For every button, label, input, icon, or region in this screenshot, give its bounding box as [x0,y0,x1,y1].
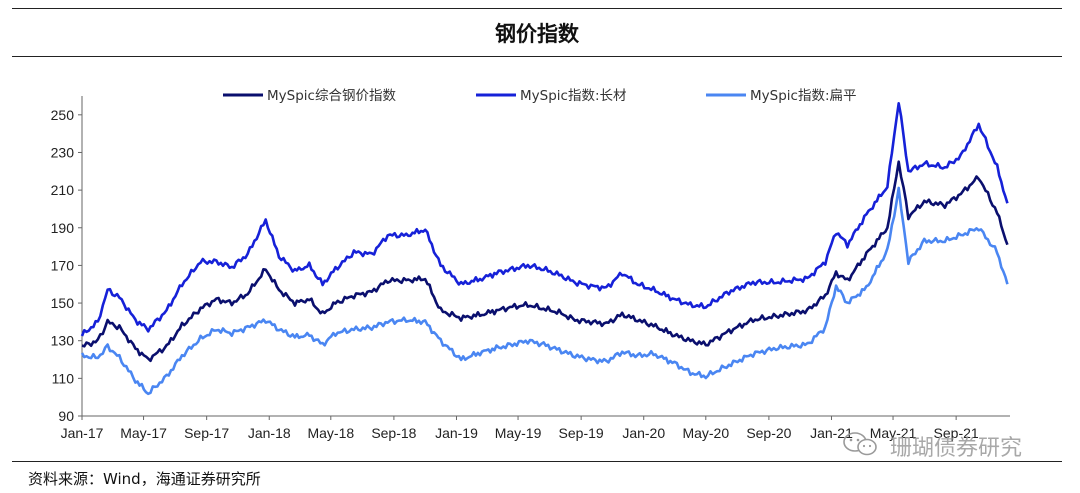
x-tick-label: May-18 [307,425,354,441]
x-tick-label: Sep-20 [746,425,791,441]
x-tick-label: Sep-21 [934,425,979,441]
y-tick-label: 110 [52,370,75,386]
x-tick-label: Sep-17 [184,425,229,441]
x-tick-label: May-19 [495,425,542,441]
legend-label-3: MySpic指数:扁平 [750,88,857,104]
chart-series [80,102,1009,396]
x-tick-label: Sep-19 [559,425,604,441]
series-line-2 [80,102,1009,337]
y-tick-label: 130 [51,333,75,349]
y-tick-label: 150 [51,295,75,311]
line-chart: 90 110 130 150 170 190 210 230 250 Jan-17 May-17 Se… [51,88,1010,441]
chart-title: 钢价指数 [495,22,579,46]
x-tick-label: May-20 [682,425,729,441]
x-tick-label: Jan-19 [435,425,478,441]
chart-legend: MySpic综合钢价指数 MySpic指数:长材 MySpic指数:扁平 [223,88,857,104]
y-tick-label: 90 [58,408,74,424]
y-tick-label: 170 [51,257,75,273]
series-line-3 [80,186,1009,396]
y-tick-label: 250 [51,107,75,123]
top-rule [12,8,1062,9]
source-note: 资料来源：Wind，海通证券研究所 [28,470,261,488]
wechat-icon [843,432,877,456]
x-tick-label: Jan-17 [61,425,104,441]
series-line-1 [81,160,1009,363]
x-tick-label: Jan-18 [248,425,291,441]
y-tick-label: 210 [51,182,75,198]
bottom-rule [12,461,1062,462]
watermark-text: 珊瑚债券研究 [890,436,1023,461]
x-tick-label: Jan-21 [810,425,853,441]
x-tick-label: Sep-18 [371,425,416,441]
x-tick-label: Jan-20 [622,425,665,441]
legend-label-1: MySpic综合钢价指数 [267,88,396,104]
y-tick-label: 190 [51,220,75,236]
legend-label-2: MySpic指数:长材 [520,88,627,104]
x-tick-label: May-17 [120,425,167,441]
x-tick-label: May-21 [870,425,917,441]
title-rule [12,56,1062,57]
y-tick-label: 230 [51,144,75,160]
chart-axes: 90 110 130 150 170 190 210 230 250 Jan-17 May-17 Se… [51,96,1010,441]
